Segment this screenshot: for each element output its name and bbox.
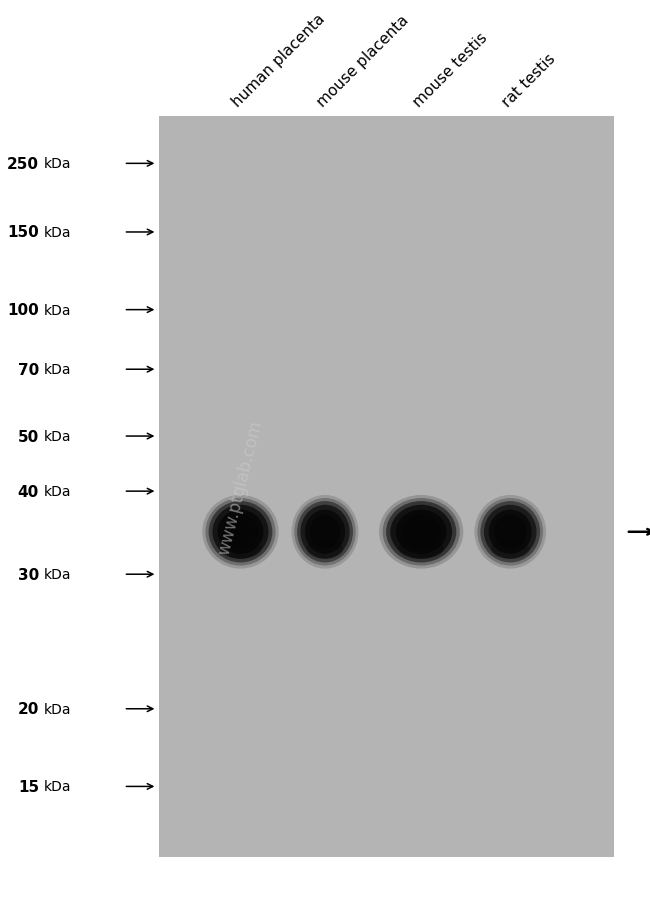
Text: 250: 250 [7,157,39,171]
Text: www.ptglab.com: www.ptglab.com [215,418,266,557]
Text: kDa: kDa [44,429,72,444]
Ellipse shape [386,502,456,563]
Text: 150: 150 [7,226,39,240]
Ellipse shape [379,495,463,569]
Ellipse shape [491,539,530,559]
Text: kDa: kDa [44,702,72,716]
Ellipse shape [220,539,261,559]
Text: 15: 15 [18,779,39,794]
Ellipse shape [209,502,272,563]
Text: 30: 30 [18,567,39,582]
Ellipse shape [294,499,356,566]
Text: 20: 20 [18,702,39,716]
Text: kDa: kDa [44,157,72,171]
Text: rat testis: rat testis [500,51,558,110]
Text: 70: 70 [18,363,39,377]
Text: 40: 40 [18,484,39,499]
Ellipse shape [477,499,543,566]
Ellipse shape [484,505,536,559]
Text: kDa: kDa [44,484,72,499]
Text: 100: 100 [7,303,39,318]
Ellipse shape [202,495,279,569]
Ellipse shape [297,502,353,563]
Ellipse shape [307,539,343,559]
Ellipse shape [218,511,263,554]
Text: kDa: kDa [44,363,72,377]
Ellipse shape [300,505,350,559]
Text: kDa: kDa [44,779,72,794]
Text: human placenta: human placenta [230,12,328,110]
Text: mouse testis: mouse testis [411,31,491,110]
Bar [159,117,614,857]
Ellipse shape [205,499,276,566]
Ellipse shape [398,539,444,559]
Text: mouse placenta: mouse placenta [315,13,411,110]
Ellipse shape [474,495,546,569]
Ellipse shape [402,515,441,549]
Ellipse shape [383,499,460,566]
Ellipse shape [494,515,526,549]
Text: 50: 50 [18,429,39,444]
Ellipse shape [309,515,341,549]
Ellipse shape [305,511,345,554]
Text: kDa: kDa [44,567,72,582]
Ellipse shape [291,495,359,569]
Text: kDa: kDa [44,303,72,318]
Ellipse shape [223,515,258,549]
Ellipse shape [489,511,532,554]
Ellipse shape [213,505,268,559]
Text: kDa: kDa [44,226,72,240]
Ellipse shape [480,502,540,563]
Ellipse shape [390,505,452,559]
Ellipse shape [396,511,447,554]
